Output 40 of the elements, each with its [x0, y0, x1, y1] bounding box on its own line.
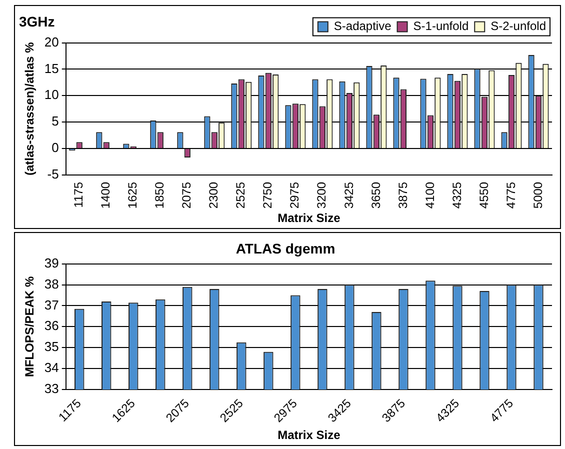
y-tick-label: -5: [47, 166, 59, 182]
y-axis-title: (atlas-strassen)/atlas %: [22, 42, 37, 176]
y-tick-label: 39: [44, 255, 59, 270]
x-tick-label: 4775: [504, 182, 518, 209]
y-tick-label: 0: [52, 140, 59, 156]
x-tick-label: 3875: [396, 182, 410, 209]
y-tick-label: 33: [44, 381, 59, 396]
x-tick-label: 3200: [314, 182, 329, 209]
y-tick-label: 34: [44, 360, 59, 376]
y-tick-label: 20: [44, 34, 59, 50]
x-tick-label: 2525: [234, 182, 248, 209]
legend-label: S-1-unfold: [413, 19, 469, 34]
x-tick-label: 4325: [450, 182, 464, 209]
y-tick-label: 15: [44, 60, 59, 76]
x-tick-label: 3650: [368, 182, 383, 209]
x-tick-label: 1625: [126, 182, 140, 209]
x-tick-label: 1175: [72, 182, 86, 208]
x-axis-title: Matrix Size: [278, 211, 341, 226]
x-tick-label: 2300: [206, 182, 221, 209]
x-axis-title: Matrix Size: [278, 428, 341, 442]
x-tick-label: 4100: [422, 182, 437, 209]
y-axis-title: MFLOPS/PEAK %: [22, 276, 37, 378]
y-tick-label: 36: [44, 318, 59, 334]
x-tick-label: 5000: [530, 182, 545, 209]
x-tick-label: 1400: [98, 182, 113, 209]
y-tick-label: 10: [44, 87, 59, 102]
x-tick-label: 2075: [180, 182, 194, 209]
y-tick-label: 37: [44, 297, 59, 312]
y-tick-label: 38: [44, 276, 59, 292]
chart-title: ATLAS dgemm: [236, 240, 336, 256]
y-tick-label: 35: [44, 339, 59, 354]
legend-label: S-2-unfold: [490, 19, 546, 34]
x-tick-label: 2750: [260, 182, 275, 209]
x-tick-label: 1850: [152, 182, 167, 209]
chart-title: 3GHz: [19, 13, 55, 30]
x-tick-label: 3425: [342, 182, 356, 209]
x-tick-label: 4550: [476, 182, 491, 209]
y-tick-label: 5: [52, 114, 59, 129]
legend-label: S-adaptive: [334, 19, 392, 34]
x-tick-label: 2975: [288, 182, 302, 209]
